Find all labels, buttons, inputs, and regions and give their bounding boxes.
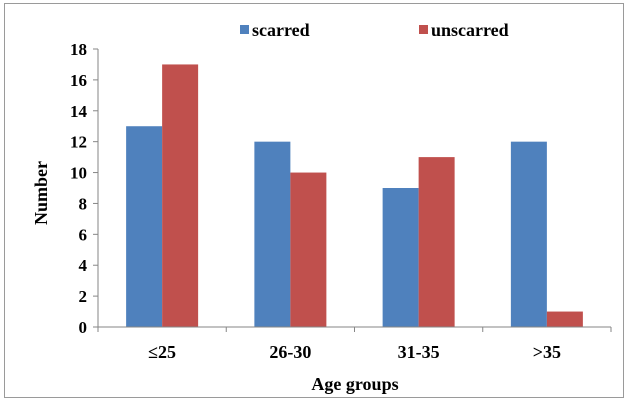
bar-unscarred-31-35 bbox=[418, 157, 455, 327]
x-axis-title: Age groups bbox=[311, 374, 398, 394]
y-tick-label: 8 bbox=[79, 194, 88, 213]
x-category-label: ≤25 bbox=[148, 342, 176, 362]
bar-unscarred-26-30 bbox=[290, 172, 327, 327]
legend: scarred unscarred bbox=[240, 20, 509, 40]
legend-swatch-scarred bbox=[240, 25, 249, 34]
y-tick-label: 14 bbox=[70, 102, 88, 121]
legend-label-unscarred: unscarred bbox=[431, 20, 509, 40]
x-axis-category-labels: ≤25 26-30 31-35 >35 bbox=[148, 342, 561, 362]
bars bbox=[126, 64, 583, 327]
bar-unscarred-35 bbox=[546, 311, 583, 327]
y-tick-label: 12 bbox=[70, 133, 87, 152]
y-tick-label: 0 bbox=[79, 318, 88, 337]
x-axis-ticks bbox=[97, 327, 612, 332]
bar-scarred-35 bbox=[510, 141, 547, 327]
bar-scarred-26-30 bbox=[254, 141, 291, 327]
bar-chart: scarred unscarred 0 2 4 6 8 10 12 14 16 18 ≤25 26-… bbox=[31, 20, 612, 394]
bar-unscarred-25 bbox=[162, 64, 199, 327]
bar-scarred-25 bbox=[126, 126, 163, 327]
y-tick-label: 2 bbox=[79, 287, 88, 306]
x-category-label: >35 bbox=[533, 342, 561, 362]
x-category-label: 31-35 bbox=[398, 342, 440, 362]
bar-scarred-31-35 bbox=[382, 188, 419, 327]
legend-label-scarred: scarred bbox=[252, 20, 310, 40]
legend-swatch-unscarred bbox=[419, 25, 428, 34]
x-category-label: 26-30 bbox=[269, 342, 311, 362]
y-axis-title: Number bbox=[31, 161, 51, 225]
y-tick-label: 10 bbox=[70, 164, 87, 183]
y-axis-ticks: 0 2 4 6 8 10 12 14 16 18 bbox=[70, 40, 98, 337]
chart-frame: scarred unscarred 0 2 4 6 8 10 12 14 16 18 ≤25 26-… bbox=[4, 3, 624, 398]
y-tick-label: 4 bbox=[79, 256, 88, 275]
y-tick-label: 6 bbox=[79, 225, 88, 244]
y-tick-label: 18 bbox=[70, 40, 87, 59]
y-tick-label: 16 bbox=[70, 71, 87, 90]
